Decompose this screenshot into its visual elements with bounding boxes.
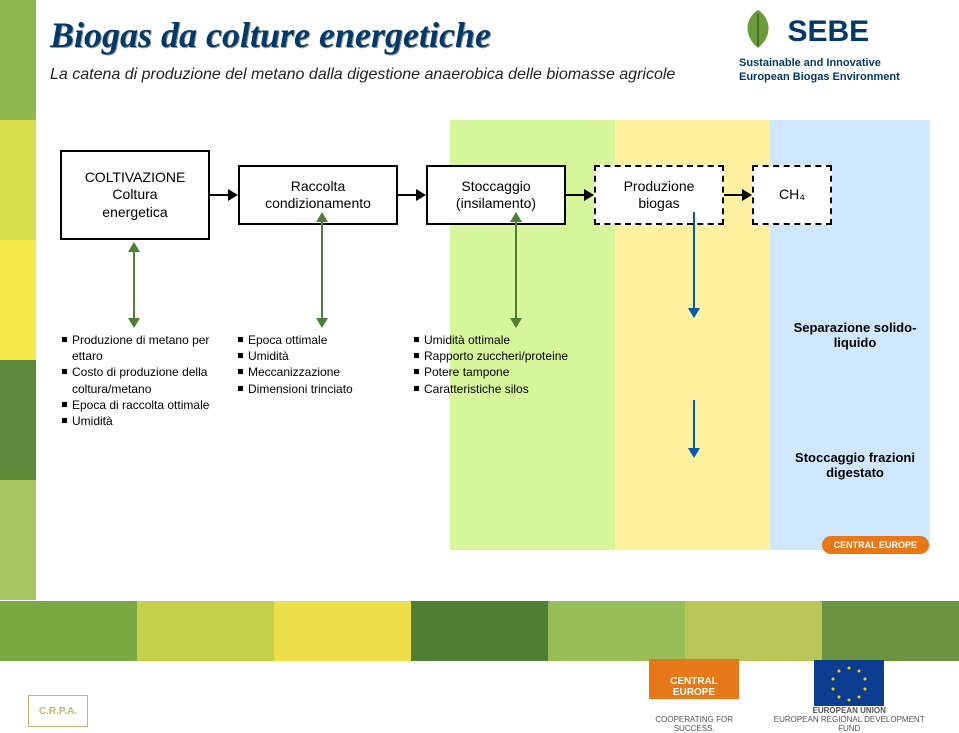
bullet-item: Meccanizzazione [238, 364, 404, 380]
process-box-line: Produzione [624, 178, 695, 196]
bullet-item: Rapporto zuccheri/proteine [414, 348, 574, 364]
note-stoccaggio: Stoccaggio frazioni digestato [780, 450, 930, 480]
arrow-right-icon [724, 189, 752, 201]
stripe-segment [0, 601, 137, 661]
process-box: COLTIVAZIONEColturaenergetica [60, 150, 210, 240]
process-box-line: CH₄ [779, 186, 805, 204]
crpa-logo: C.R.P.A. [28, 695, 88, 727]
bullet-columns: Produzione di metano per ettaroCosto di … [60, 330, 582, 431]
ce-sub: COOPERATING FOR SUCCESS. [635, 715, 753, 733]
arrow-right-icon [566, 189, 594, 201]
bullet-item: Umidità [62, 413, 228, 429]
process-box-line: Stoccaggio [461, 178, 530, 196]
page-title: Biogas da colture energetiche [50, 14, 491, 56]
process-box-line: biogas [638, 195, 679, 213]
process-box-line: Raccolta [291, 178, 345, 196]
stripe-segment [137, 601, 274, 661]
arrow-vertical-icon [688, 212, 700, 318]
bullet-item: Epoca ottimale [238, 332, 404, 348]
central-europe-badge: CENTRAL EUROPE [822, 536, 929, 554]
flow-area: COLTIVAZIONEColturaenergetica Raccoltacon… [50, 120, 930, 550]
sebe-logo: SEBE Sustainable and Innovative European… [739, 8, 929, 83]
sebe-tag2: European Biogas Environment [739, 71, 929, 83]
left-stripe [0, 0, 36, 600]
stripe-segment [274, 601, 411, 661]
stripe-segment [411, 601, 548, 661]
bullet-column: Umidità ottimaleRapporto zuccheri/protei… [412, 330, 582, 399]
bullet-item: Costo di produzione della coltura/metano [62, 364, 228, 396]
arrow-right-icon [398, 189, 426, 201]
svg-text:EUROPE: EUROPE [673, 687, 716, 698]
process-box-line: condizionamento [265, 195, 371, 213]
sebe-brand: SEBE [787, 15, 869, 49]
arrow-vertical-icon [316, 212, 328, 328]
eu-logo: EUROPEAN UNION EUROPEAN REGIONAL DEVELOP… [763, 660, 935, 733]
right-notes: Separazione solido-liquido Stoccaggio fr… [780, 320, 930, 480]
arrow-right-icon [210, 189, 238, 201]
sebe-tag1: Sustainable and Innovative [739, 57, 929, 69]
arrow-vertical-icon [510, 212, 522, 328]
bullet-item: Produzione di metano per ettaro [62, 332, 228, 364]
process-box: Produzionebiogas [594, 165, 724, 225]
bullet-item: Dimensioni trinciato [238, 381, 404, 397]
process-box: Stoccaggio(insilamento) [426, 165, 566, 225]
process-box-line: energetica [102, 204, 167, 222]
process-box-line: Coltura [112, 186, 157, 204]
eu-sub: EUROPEAN REGIONAL DEVELOPMENT FUND [763, 715, 935, 733]
bullet-item: Potere tampone [414, 364, 574, 380]
central-europe-logo: CENTRALEUROPE COOPERATING FOR SUCCESS. [635, 659, 753, 733]
bullet-item: Caratteristiche silos [414, 381, 574, 397]
process-box-line: COLTIVAZIONE [85, 169, 186, 187]
bullet-column: Epoca ottimaleUmiditàMeccanizzazioneDime… [236, 330, 412, 399]
process-box-line: (insilamento) [456, 195, 536, 213]
bullet-item: Umidità [238, 348, 404, 364]
footer-logos: CENTRALEUROPE COOPERATING FOR SUCCESS. E… [635, 603, 935, 733]
svg-text:CENTRAL: CENTRAL [670, 676, 718, 687]
eu-label: EUROPEAN UNION [813, 706, 886, 715]
bullet-item: Epoca di raccolta ottimale [62, 397, 228, 413]
bullet-item: Umidità ottimale [414, 332, 574, 348]
process-box: CH₄ [752, 165, 832, 225]
bullet-column: Produzione di metano per ettaroCosto di … [60, 330, 236, 431]
arrow-vertical-icon [688, 400, 700, 458]
process-row: COLTIVAZIONEColturaenergetica Raccoltacon… [60, 150, 832, 240]
note-separazione: Separazione solido-liquido [780, 320, 930, 350]
leaf-icon [739, 8, 777, 55]
arrow-vertical-icon [128, 242, 140, 328]
